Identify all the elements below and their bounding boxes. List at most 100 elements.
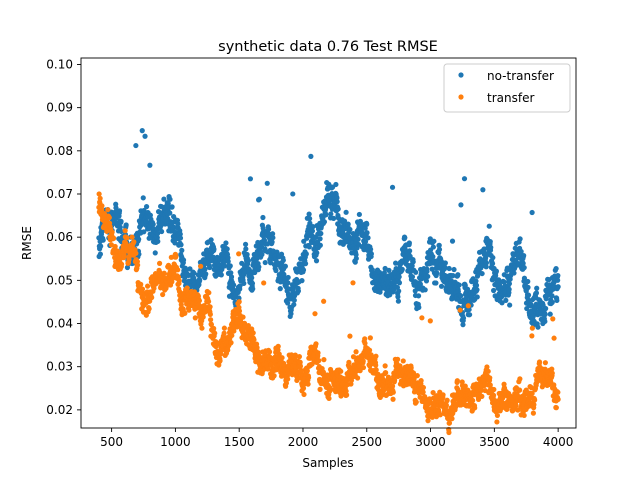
point-transfer [99, 203, 105, 209]
point-transfer [124, 235, 130, 241]
point-no-transfer [99, 229, 105, 235]
point-transfer [122, 228, 128, 234]
point-transfer [454, 378, 460, 384]
point-no-transfer [355, 236, 361, 242]
point-transfer [430, 389, 436, 396]
point-no-transfer [334, 195, 340, 201]
point-no-transfer [507, 302, 513, 308]
y-tick-label: 0.09 [46, 101, 73, 115]
point-transfer [344, 392, 350, 398]
point-transfer [343, 388, 349, 394]
point-no-transfer [203, 271, 209, 277]
point-transfer [266, 349, 273, 355]
point-no-transfer [175, 221, 181, 227]
point-no-transfer [442, 260, 448, 266]
point-transfer [521, 412, 527, 419]
point-no-transfer [262, 259, 268, 266]
point-no-transfer [228, 270, 234, 276]
point-transfer [536, 359, 543, 365]
point-transfer [316, 357, 322, 364]
point-no-transfer [141, 229, 147, 235]
point-no-transfer [473, 278, 479, 284]
point-no-transfer [483, 260, 490, 266]
point-no-transfer [451, 266, 457, 273]
point-transfer [549, 366, 555, 372]
point-no-transfer [490, 255, 496, 261]
point-transfer [111, 235, 117, 241]
point-no-transfer [249, 280, 256, 287]
point-transfer [236, 251, 242, 257]
point-no-transfer [525, 278, 531, 285]
point-no-transfer [321, 219, 328, 225]
point-no-transfer [520, 260, 526, 266]
point-transfer [395, 356, 401, 362]
point-no-transfer [136, 236, 142, 242]
point-transfer [251, 337, 257, 343]
point-transfer [413, 399, 419, 405]
point-no-transfer [113, 205, 119, 211]
y-axis: 0.02 0.03 0.04 0.05 0.06 0.07 0.08 0.09 0.10 [46, 57, 81, 417]
point-transfer [491, 386, 497, 393]
point-transfer [173, 253, 179, 259]
point-transfer [182, 310, 188, 316]
point-no-transfer [353, 252, 359, 258]
point-no-transfer [543, 305, 549, 312]
point-no-transfer [416, 304, 422, 310]
point-no-transfer [291, 301, 297, 308]
point-transfer [306, 374, 312, 381]
point-no-transfer [396, 288, 402, 294]
point-no-transfer [460, 322, 466, 328]
point-no-transfer [335, 206, 341, 212]
point-no-transfer [535, 324, 541, 330]
point-transfer [350, 354, 357, 360]
point-transfer [357, 368, 363, 374]
point-no-transfer [503, 297, 509, 303]
point-no-transfer [518, 248, 524, 255]
point-transfer [328, 386, 334, 393]
point-no-transfer [139, 128, 145, 134]
point-no-transfer [489, 260, 496, 267]
point-no-transfer [277, 286, 283, 292]
point-no-transfer [247, 176, 254, 182]
point-no-transfer [237, 283, 243, 289]
point-transfer [485, 368, 491, 374]
point-transfer [542, 360, 548, 366]
point-no-transfer [167, 210, 173, 216]
point-no-transfer [486, 223, 492, 229]
point-no-transfer [167, 196, 173, 202]
point-no-transfer [295, 288, 301, 294]
point-transfer [296, 354, 303, 360]
point-no-transfer [458, 293, 464, 299]
point-transfer [297, 363, 304, 369]
point-no-transfer [381, 270, 387, 276]
point-transfer [517, 376, 523, 382]
point-no-transfer [334, 199, 340, 205]
point-transfer [354, 375, 361, 381]
point-transfer [249, 326, 255, 332]
point-transfer [109, 229, 115, 235]
point-no-transfer [207, 264, 213, 271]
point-no-transfer [246, 267, 252, 273]
point-transfer [279, 355, 285, 361]
point-no-transfer [534, 285, 540, 291]
point-no-transfer [285, 274, 291, 281]
point-no-transfer [407, 248, 413, 254]
point-no-transfer [143, 204, 150, 210]
point-transfer [419, 315, 425, 321]
point-transfer [129, 234, 135, 240]
point-no-transfer [97, 251, 103, 257]
point-transfer [444, 397, 450, 403]
point-transfer [229, 332, 235, 339]
point-no-transfer [306, 211, 312, 217]
point-transfer [312, 311, 318, 317]
point-no-transfer [412, 288, 418, 294]
point-transfer [300, 385, 307, 391]
y-tick-label: 0.02 [46, 403, 73, 417]
point-transfer [250, 330, 256, 336]
point-transfer [228, 340, 234, 346]
point-transfer [165, 262, 172, 268]
point-no-transfer [493, 268, 499, 274]
y-tick-label: 0.06 [46, 230, 73, 244]
point-no-transfer [409, 263, 415, 269]
point-transfer [285, 376, 291, 382]
